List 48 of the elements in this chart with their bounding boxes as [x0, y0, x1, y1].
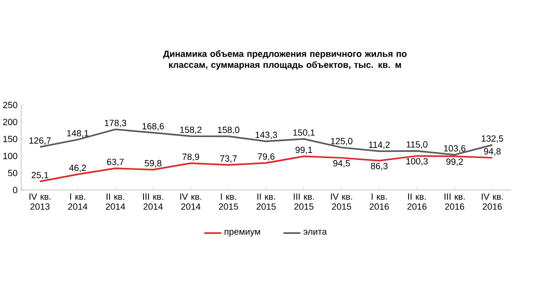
- x-tick-label: II кв. 2015: [256, 194, 276, 210]
- data-label: 79,6: [258, 153, 274, 161]
- y-tick-label: 150: [3, 136, 18, 142]
- data-label: 78,9: [182, 154, 200, 161]
- data-label: 178,3: [104, 120, 126, 128]
- chart-title: Динамика объема предложения первичного жилья по классам, суммарная площадь объектов, тыс. кв. м: [163, 50, 407, 70]
- data-label: 46,2: [69, 164, 86, 172]
- data-label: 150,1: [293, 129, 315, 137]
- x-tick-label: IV кв. 2013: [30, 194, 50, 210]
- data-label: 148,1: [67, 130, 88, 138]
- data-label: 126,7: [29, 137, 51, 145]
- x-tick-label: III кв. 2014: [143, 194, 164, 210]
- x-tick-label: IV кв. 2015: [331, 194, 352, 210]
- x-tick-label: III кв. 2016: [444, 194, 465, 210]
- data-label: 115,0: [406, 141, 428, 149]
- y-tick-label: 0: [12, 186, 18, 194]
- x-tick-label: II кв. 2014: [106, 194, 126, 210]
- data-label: 59,8: [144, 160, 162, 168]
- y-tick-label: 200: [3, 118, 18, 126]
- data-label: 143,3: [256, 132, 277, 140]
- data-label: 73,7: [220, 155, 237, 163]
- y-tick-label: 50: [8, 170, 18, 176]
- x-tick-label: IV кв. 2016: [482, 194, 503, 210]
- data-label: 132,5: [482, 135, 504, 143]
- data-label: 100,3: [406, 158, 428, 166]
- data-label: 103,6: [444, 145, 466, 153]
- x-tick-label: IV кв. 2014: [180, 194, 202, 210]
- legend-label: элита: [303, 230, 327, 235]
- y-tick-label: 100: [3, 152, 18, 160]
- data-label: 25,1: [32, 172, 48, 180]
- x-tick-label: I кв. 2016: [370, 194, 389, 210]
- data-label: 99,1: [296, 146, 312, 154]
- data-label: 94,5: [333, 160, 350, 168]
- data-label: 158,0: [218, 126, 240, 134]
- x-tick-label: III кв. 2015: [294, 194, 314, 210]
- data-label: 125,0: [331, 138, 352, 146]
- data-label: 94,8: [484, 148, 501, 156]
- data-label: 63,7: [107, 158, 124, 166]
- data-label: 86,3: [370, 162, 388, 170]
- data-label: 99,2: [446, 158, 463, 166]
- legend-label: премиум: [224, 230, 260, 237]
- data-label: 168,6: [142, 123, 164, 130]
- data-label: 158,2: [180, 126, 202, 134]
- x-tick-label: I кв. 2014: [68, 194, 88, 210]
- x-tick-label: II кв. 2016: [407, 194, 427, 210]
- data-label: 114,2: [369, 142, 390, 149]
- y-tick-label: 250: [3, 102, 18, 108]
- x-tick-label: I кв. 2015: [218, 194, 238, 210]
